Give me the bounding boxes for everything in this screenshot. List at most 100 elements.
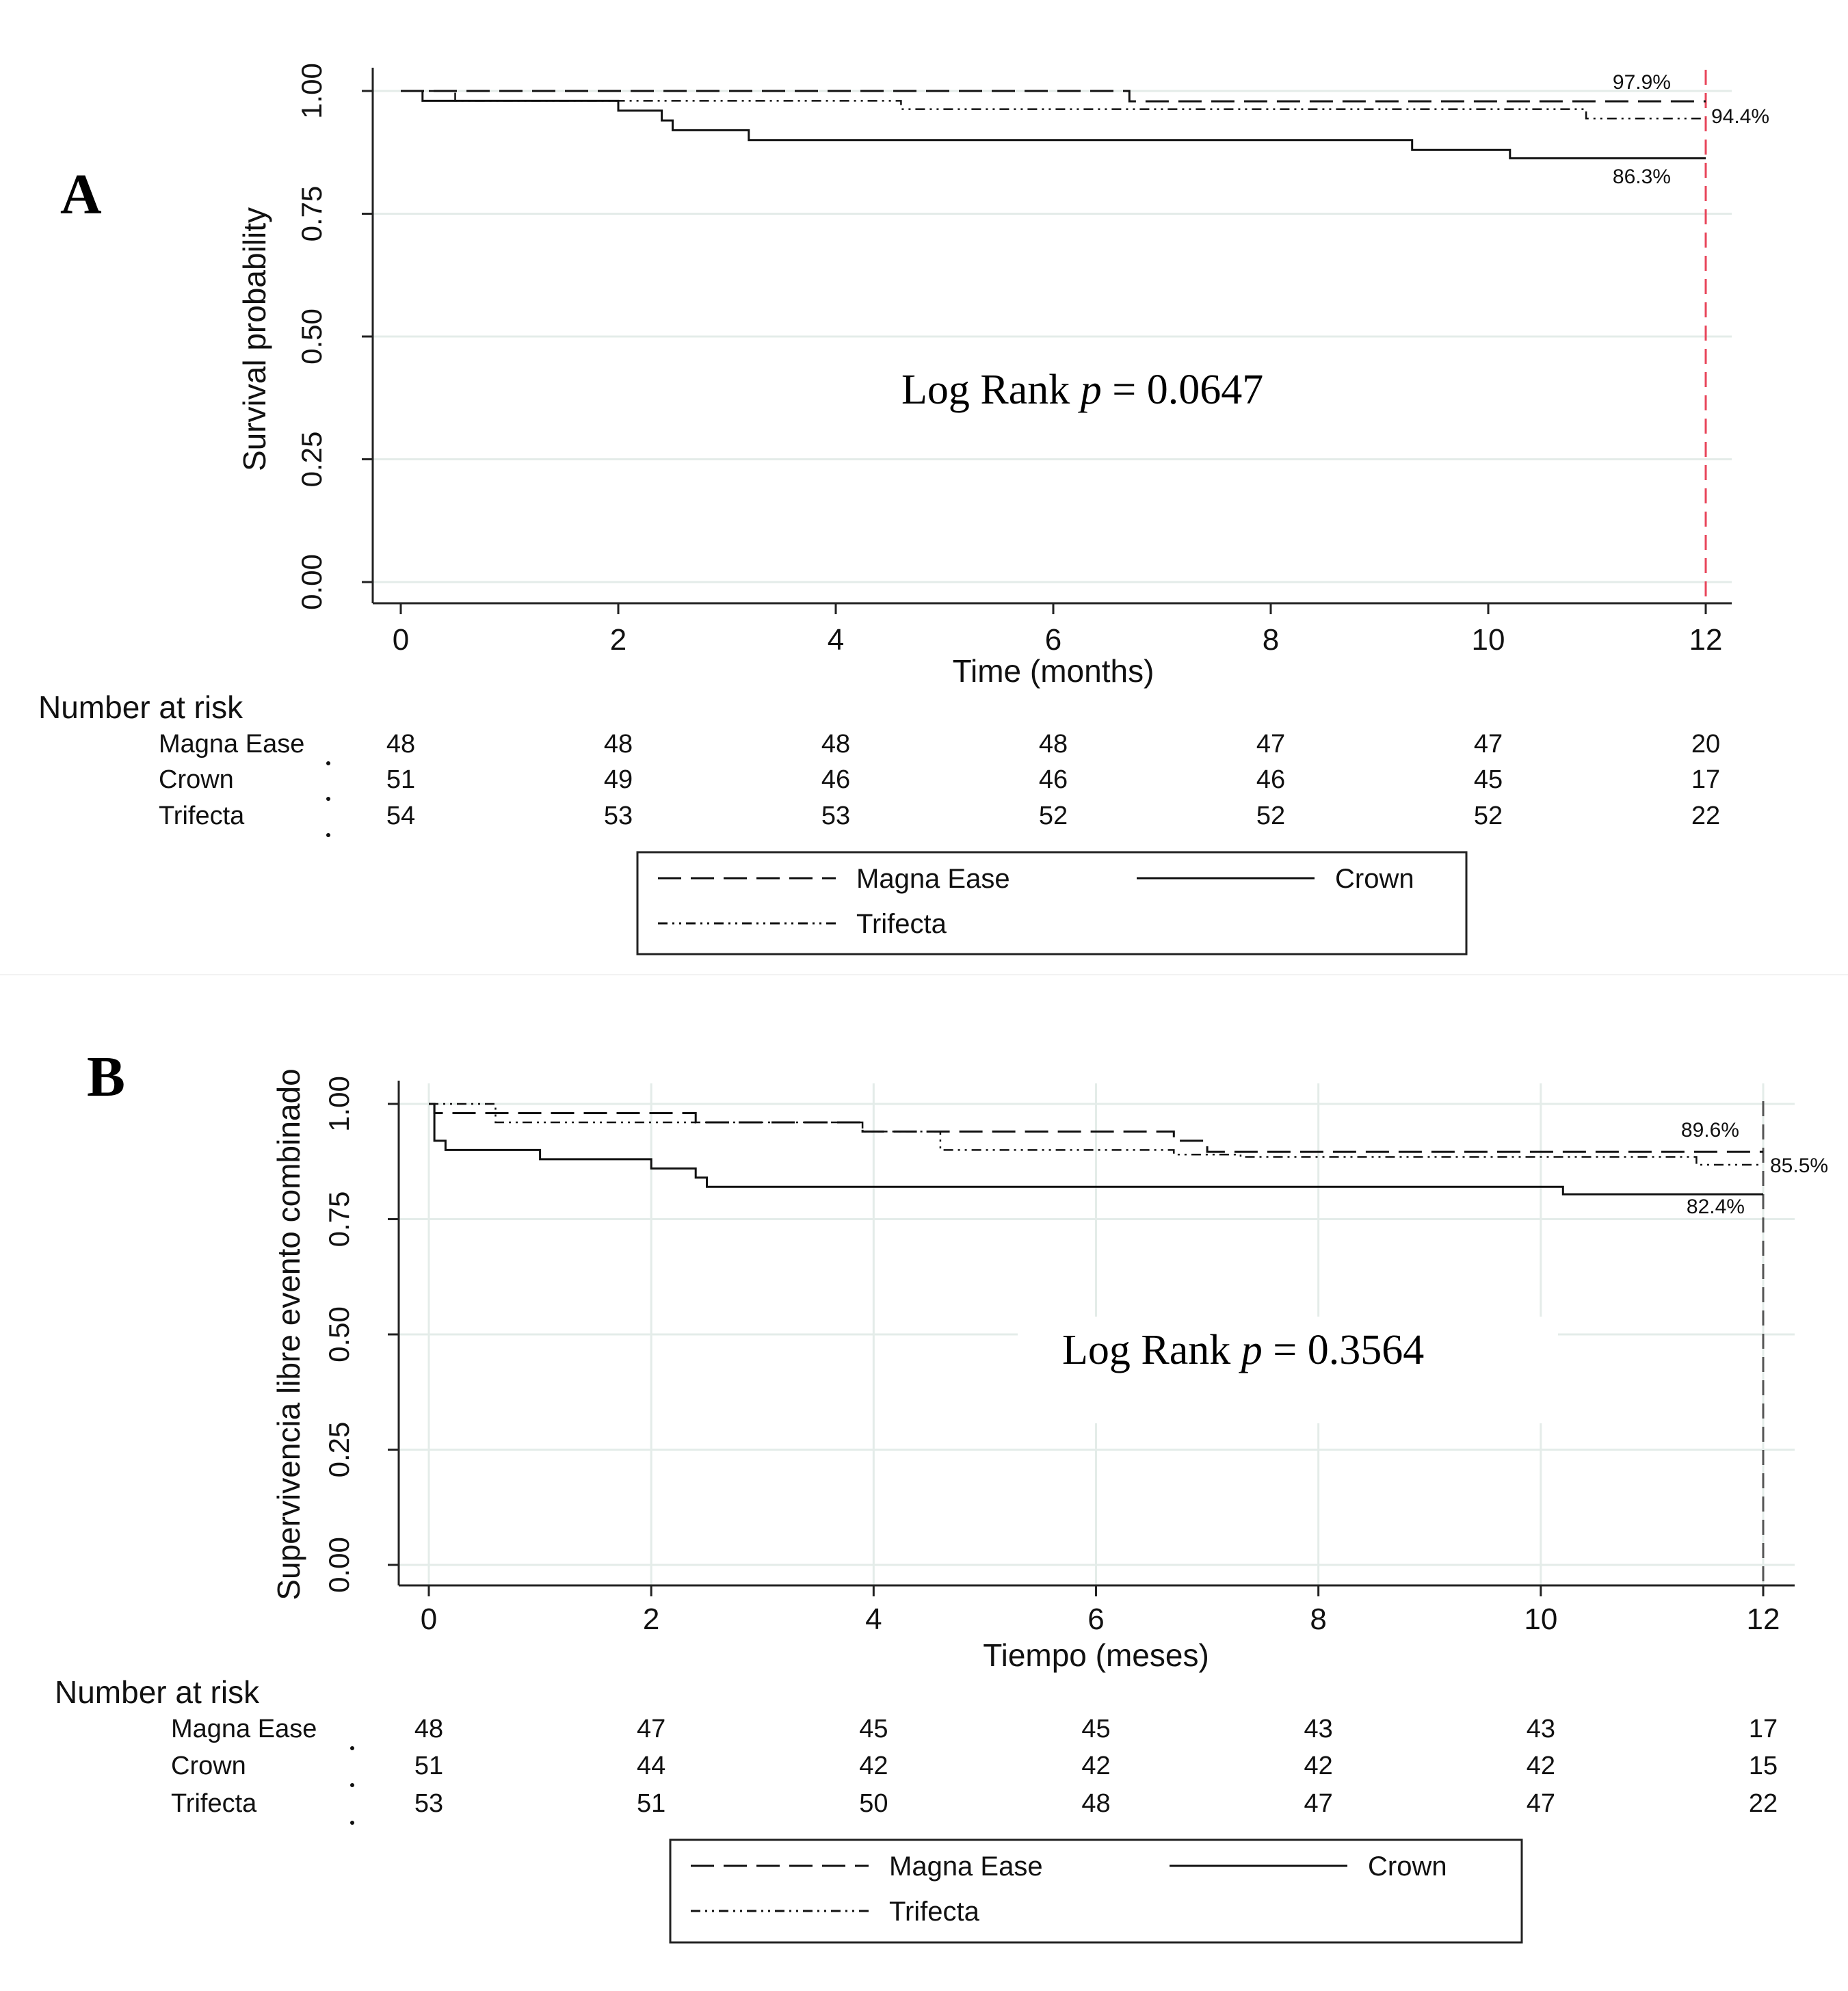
y-tick-label: 0.00 <box>323 1537 355 1593</box>
risk-row-label: Magna Ease <box>171 1715 317 1743</box>
y-tick-label: 0.00 <box>295 554 328 610</box>
x-tick-label: 8 <box>1263 623 1279 657</box>
risk-row-label: Crown <box>171 1752 246 1780</box>
legend-box <box>636 851 1468 955</box>
risk-count: 48 <box>414 1715 443 1743</box>
annotation-suffix: = 0.0647 <box>1102 367 1263 413</box>
annotation-background <box>1018 1317 1558 1423</box>
end-label-magna-ease: 89.6% <box>1681 1119 1739 1142</box>
risk-count: 43 <box>1304 1715 1333 1743</box>
y-tick-label: 1.00 <box>323 1076 355 1132</box>
risk-count: 46 <box>1256 765 1285 794</box>
risk-row-marker <box>350 1821 354 1825</box>
end-label-crown: 86.3% <box>1613 166 1671 188</box>
annotation-p: p <box>1078 367 1102 413</box>
risk-count: 52 <box>1039 802 1068 830</box>
km-curve-crown <box>401 90 1706 159</box>
risk-row-label: Crown <box>159 765 234 794</box>
risk-count: 52 <box>1256 802 1285 830</box>
y-tick-label: 1.00 <box>295 63 328 119</box>
risk-count: 45 <box>1474 765 1503 794</box>
risk-count: 47 <box>1256 730 1285 759</box>
risk-count: 54 <box>386 802 415 830</box>
risk-row-label: Magna Ease <box>159 730 304 759</box>
risk-row-marker <box>350 1783 354 1787</box>
risk-row-marker <box>326 833 330 837</box>
risk-count: 47 <box>637 1715 665 1743</box>
risk-count: 22 <box>1691 802 1720 830</box>
y-tick-label: 0.25 <box>323 1422 355 1478</box>
x-tick-label: 10 <box>1524 1603 1557 1636</box>
end-label-magna-ease: 97.9% <box>1613 71 1671 94</box>
risk-count: 53 <box>414 1789 443 1818</box>
risk-count: 53 <box>604 802 633 830</box>
risk-row-label: Trifecta <box>159 802 245 830</box>
x-axis-title: Tiempo (meses) <box>983 1637 1209 1673</box>
x-tick-label: 12 <box>1689 623 1723 657</box>
end-label-crown: 82.4% <box>1687 1196 1745 1218</box>
x-tick-label: 10 <box>1472 623 1505 657</box>
risk-count: 22 <box>1749 1789 1778 1818</box>
y-tick-label: 0.50 <box>323 1306 355 1362</box>
x-tick-label: 2 <box>643 1603 659 1636</box>
x-tick-label: 6 <box>1087 1603 1104 1636</box>
legend-label: Crown <box>1368 1851 1447 1882</box>
risk-count: 17 <box>1691 765 1720 794</box>
y-tick-label: 0.25 <box>295 432 328 488</box>
risk-count: 47 <box>1474 730 1503 759</box>
risk-count: 43 <box>1527 1715 1555 1743</box>
x-tick-label: 0 <box>393 623 409 657</box>
risk-count: 52 <box>1474 802 1503 830</box>
risk-count: 53 <box>821 802 850 830</box>
risk-count: 42 <box>1304 1752 1333 1780</box>
risk-count: 48 <box>604 730 633 759</box>
x-tick-label: 4 <box>828 623 844 657</box>
risk-count: 45 <box>859 1715 888 1743</box>
annotation-p: p <box>1239 1327 1263 1373</box>
x-tick-label: 8 <box>1310 1603 1326 1636</box>
legend-box <box>669 1838 1523 1944</box>
end-label-trifecta: 85.5% <box>1770 1155 1828 1177</box>
risk-count: 51 <box>386 765 415 794</box>
log-rank-annotation: Log Rank p = 0.0647 <box>901 367 1263 413</box>
x-tick-label: 6 <box>1045 623 1061 657</box>
risk-count: 48 <box>1039 730 1068 759</box>
legend-label: Magna Ease <box>889 1851 1043 1882</box>
legend-label: Trifecta <box>856 909 947 939</box>
risk-count: 48 <box>386 730 415 759</box>
risk-count: 49 <box>604 765 633 794</box>
legend-label: Magna Ease <box>856 864 1010 894</box>
x-axis-title: Time (months) <box>953 653 1154 689</box>
risk-row-marker <box>350 1746 354 1750</box>
risk-count: 20 <box>1691 730 1720 759</box>
risk-count: 17 <box>1749 1715 1778 1743</box>
panel-b: B 0.00 0.25 0.50 0.75 1.00 0 2 4 6 8 10 12 Superviven… <box>55 1045 1828 1944</box>
risk-count: 48 <box>821 730 850 759</box>
risk-row-label: Trifecta <box>171 1789 257 1818</box>
risk-count: 48 <box>1081 1789 1110 1818</box>
annotation-prefix: Log Rank <box>1062 1327 1241 1373</box>
risk-count: 46 <box>1039 765 1068 794</box>
y-tick-label: 0.75 <box>323 1191 355 1248</box>
risk-count: 46 <box>821 765 850 794</box>
legend-label: Trifecta <box>889 1897 980 1927</box>
panel-label: A <box>60 163 102 226</box>
km-curve-trifecta <box>429 1103 1763 1166</box>
risk-count: 42 <box>1527 1752 1555 1780</box>
y-axis-title: Survival probability <box>237 207 272 471</box>
km-curve-magna-ease <box>401 90 1706 103</box>
x-tick-label: 12 <box>1747 1603 1780 1636</box>
risk-row-marker <box>326 797 330 801</box>
risk-count: 51 <box>637 1789 665 1818</box>
x-tick-label: 4 <box>865 1603 882 1636</box>
log-rank-annotation: Log Rank p = 0.3564 <box>1062 1327 1424 1373</box>
x-tick-label: 2 <box>610 623 626 657</box>
risk-count: 47 <box>1527 1789 1555 1818</box>
legend-label: Crown <box>1335 864 1414 894</box>
risk-count: 42 <box>1081 1752 1110 1780</box>
km-curve-crown <box>429 1103 1763 1196</box>
risk-count: 15 <box>1749 1752 1778 1780</box>
panel-label: B <box>87 1045 125 1109</box>
y-tick-label: 0.75 <box>295 186 328 242</box>
